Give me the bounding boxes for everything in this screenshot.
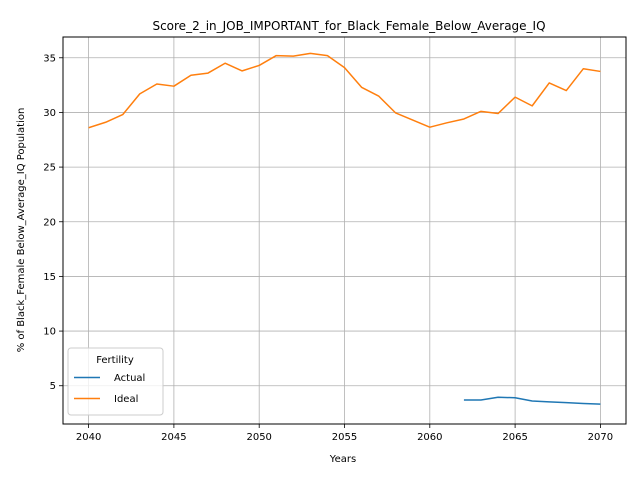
legend-label-ideal: Ideal bbox=[114, 394, 138, 405]
y-axis-label: % of Black_Female Below_Average_IQ Popul… bbox=[16, 108, 27, 353]
legend-title: Fertility bbox=[96, 355, 134, 366]
x-axis: 2040 2045 2050 2055 2060 2065 2070 bbox=[76, 424, 613, 443]
legend: Fertility Actual Ideal bbox=[67, 347, 164, 416]
chart-title: Score_2_in_JOB_IMPORTANT_for_Black_Femal… bbox=[152, 19, 545, 33]
x-tick-label: 2045 bbox=[161, 432, 186, 443]
x-tick-label: 2050 bbox=[246, 432, 271, 443]
x-tick-label: 2060 bbox=[417, 432, 442, 443]
y-tick-label: 25 bbox=[43, 163, 56, 174]
y-tick-label: 5 bbox=[50, 381, 56, 392]
y-tick-label: 15 bbox=[43, 272, 56, 283]
series-line-actual bbox=[463, 396, 601, 405]
x-tick-label: 2055 bbox=[332, 432, 357, 443]
y-axis: 5 10 15 20 25 30 35 bbox=[43, 53, 63, 392]
series-line-ideal bbox=[88, 52, 601, 129]
x-tick-label: 2040 bbox=[76, 432, 101, 443]
x-axis-label: Years bbox=[329, 454, 356, 465]
x-tick-label: 2070 bbox=[588, 432, 613, 443]
x-tick-label: 2065 bbox=[502, 432, 527, 443]
y-tick-label: 30 bbox=[43, 108, 56, 119]
grid bbox=[63, 37, 626, 424]
legend-label-actual: Actual bbox=[114, 373, 145, 384]
series-lines bbox=[88, 52, 601, 405]
y-tick-label: 20 bbox=[43, 217, 56, 228]
y-tick-label: 35 bbox=[43, 53, 56, 64]
y-tick-label: 10 bbox=[43, 327, 56, 338]
